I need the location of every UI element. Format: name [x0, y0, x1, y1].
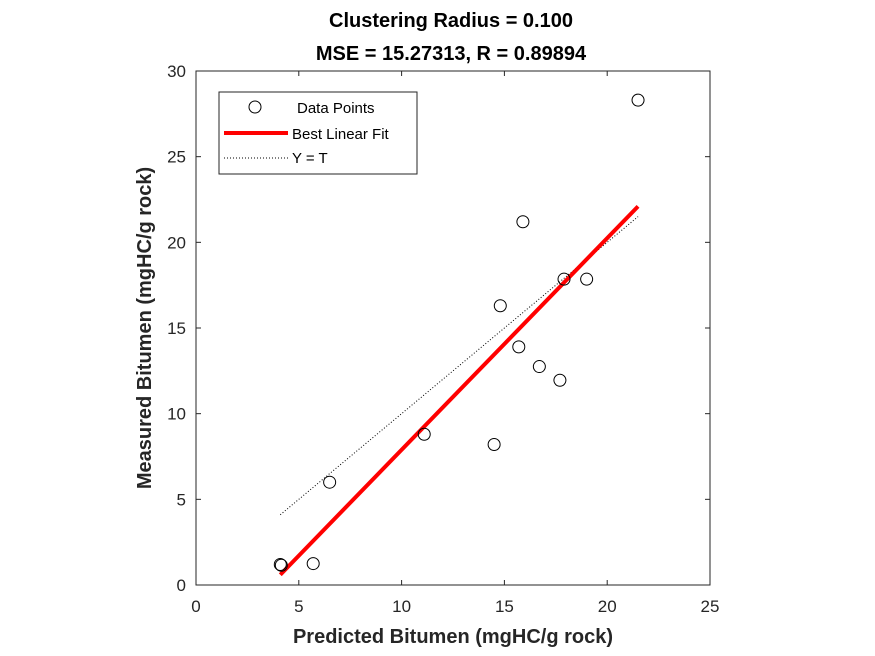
data-point	[512, 340, 526, 354]
x-axis-label: Predicted Bitumen (mgHC/g rock)	[293, 626, 613, 648]
y-tick-label: 0	[177, 576, 186, 595]
x-tick-label: 15	[495, 597, 514, 616]
series-layer	[273, 93, 645, 577]
ticks-layer: 0 5 10 15 20 25 0 5 10 15 20 25 30	[167, 62, 719, 616]
chart-title-line-1: Clustering Radius = 0.100	[329, 10, 573, 32]
y-tick-label: 30	[167, 62, 186, 81]
data-point	[493, 299, 507, 313]
data-point	[417, 427, 431, 441]
data-point	[532, 360, 546, 374]
y-tick-label: 25	[167, 148, 186, 167]
data-point	[631, 93, 645, 107]
chart-title-line-2: MSE = 15.27313, R = 0.89894	[316, 43, 587, 65]
x-tick-label: 10	[392, 597, 411, 616]
y-tick-label: 15	[167, 319, 186, 338]
x-tick-label: 0	[191, 597, 200, 616]
data-point	[557, 272, 571, 286]
legend-marker-data-points	[248, 100, 262, 114]
data-point	[516, 215, 530, 229]
x-tick-label: 25	[701, 597, 720, 616]
data-point	[553, 373, 567, 387]
x-tick-label: 20	[598, 597, 617, 616]
data-point	[323, 475, 337, 489]
legend-label-y-equals-t: Y = T	[292, 150, 328, 167]
data-point	[273, 557, 287, 571]
y-axis-label: Measured Bitumen (mgHC/g rock)	[134, 167, 156, 489]
series-line-best-linear-fit	[278, 204, 640, 577]
data-point	[580, 272, 594, 286]
legend-label-best-linear-fit: Best Linear Fit	[292, 126, 390, 143]
data-point	[306, 557, 320, 571]
y-tick-label: 20	[167, 233, 186, 252]
y-tick-label: 10	[167, 405, 186, 424]
y-tick-label: 5	[177, 490, 186, 509]
data-point	[274, 558, 288, 572]
legend: Data Points Best Linear Fit Y = T	[218, 91, 418, 175]
x-tick-label: 5	[294, 597, 303, 616]
legend-label-data-points: Data Points	[297, 100, 375, 117]
data-point	[487, 438, 501, 452]
